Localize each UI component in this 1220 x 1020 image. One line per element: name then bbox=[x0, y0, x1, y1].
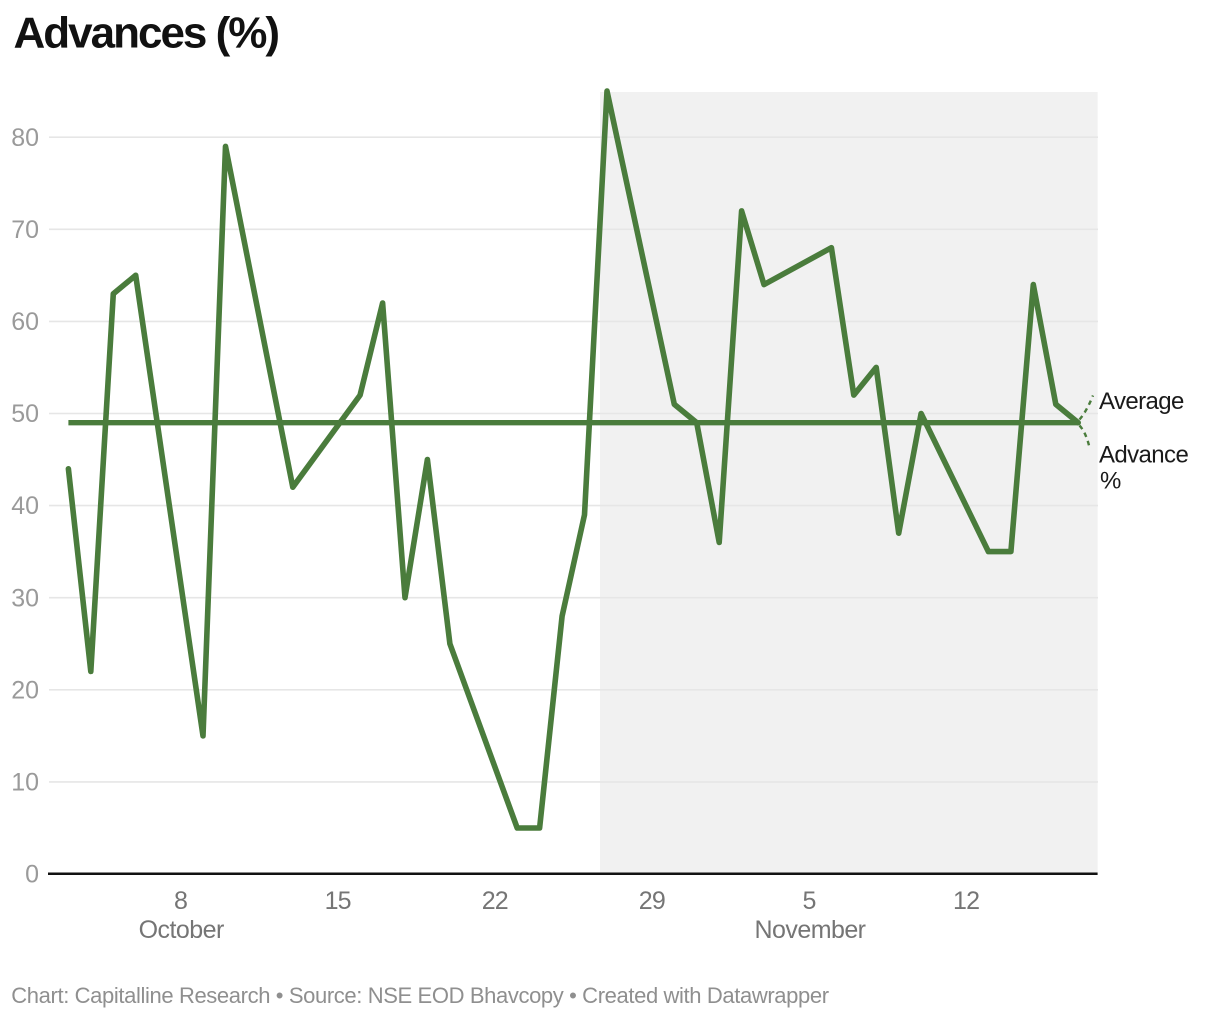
svg-text:22: 22 bbox=[482, 887, 508, 915]
svg-text:8: 8 bbox=[174, 887, 187, 915]
svg-text:October: October bbox=[139, 916, 224, 944]
svg-text:80: 80 bbox=[11, 124, 39, 152]
svg-text:5: 5 bbox=[802, 887, 815, 915]
svg-text:10: 10 bbox=[11, 769, 39, 797]
svg-text:60: 60 bbox=[11, 308, 39, 336]
svg-text:30: 30 bbox=[11, 584, 39, 612]
svg-text:20: 20 bbox=[11, 676, 39, 704]
svg-text:29: 29 bbox=[639, 887, 665, 915]
svg-text:50: 50 bbox=[11, 400, 39, 428]
svg-text:Average: Average bbox=[1099, 388, 1184, 415]
svg-text:12: 12 bbox=[953, 887, 979, 915]
svg-text:0: 0 bbox=[25, 861, 39, 889]
svg-text:Advances (%): Advances (%) bbox=[14, 9, 279, 58]
svg-text:Advance: Advance bbox=[1099, 441, 1188, 468]
svg-text:40: 40 bbox=[11, 492, 39, 520]
svg-text:%: % bbox=[1100, 467, 1121, 494]
svg-text:Chart: Capitalline Research •: Chart: Capitalline Research • Source: NS… bbox=[11, 983, 828, 1008]
svg-text:70: 70 bbox=[11, 216, 39, 244]
svg-text:15: 15 bbox=[325, 887, 351, 915]
svg-text:November: November bbox=[755, 916, 866, 944]
